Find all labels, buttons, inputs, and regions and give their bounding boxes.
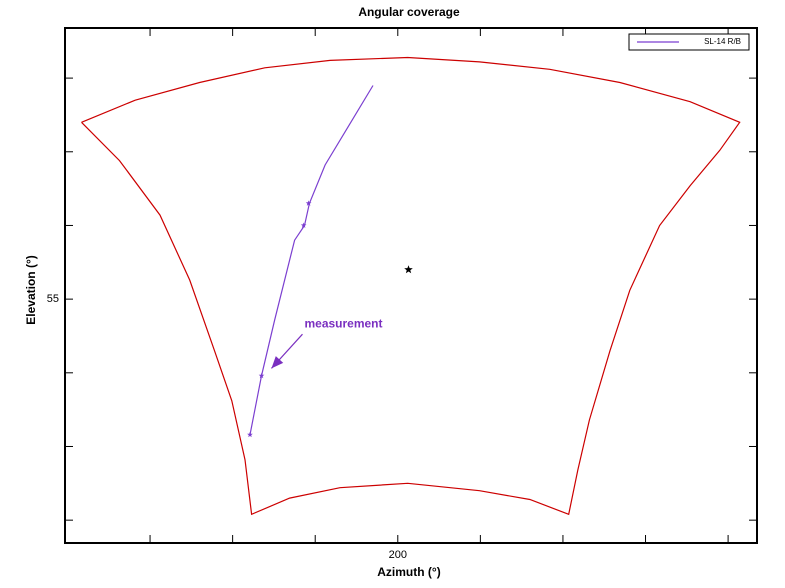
annotation-text: measurement	[304, 316, 382, 330]
measurement-point	[305, 200, 312, 206]
x-axis-label: Azimuth (°)	[377, 565, 440, 579]
y-tick-label: 55	[47, 293, 59, 305]
chart-title: Angular coverage	[358, 5, 460, 19]
measurement-point	[247, 431, 253, 438]
annotation-arrowhead	[271, 356, 284, 369]
coverage-boundary	[81, 56, 741, 516]
plot-frame	[64, 27, 758, 544]
x-tick-label: 200	[389, 549, 407, 561]
legend-box	[628, 33, 750, 51]
track-line	[249, 85, 374, 435]
y-axis-label: Elevation (°)	[24, 255, 38, 324]
measurement-point	[258, 372, 265, 379]
center-star	[404, 265, 413, 274]
measurement-point	[300, 222, 307, 228]
legend-label: SL-14 R/B	[704, 37, 741, 46]
